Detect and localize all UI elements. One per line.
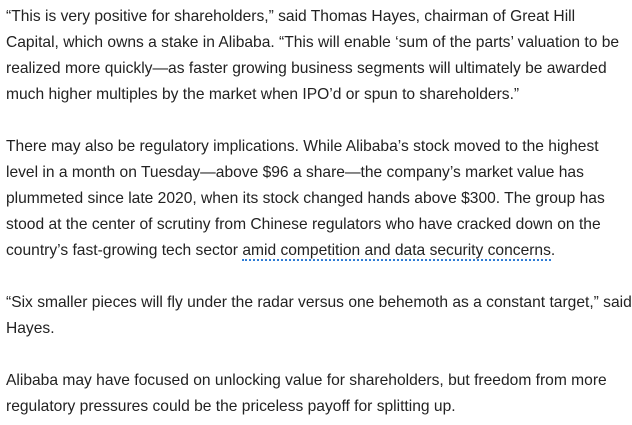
article-paragraph-3: “Six smaller pieces will fly under the r… — [6, 294, 632, 337]
paragraph-2-text-after-link: . — [550, 242, 556, 259]
article-paragraph-4: Alibaba may have focused on unlocking va… — [6, 372, 607, 415]
paragraph-2-text-before-link: There may also be regulatory implication… — [6, 138, 605, 259]
regulatory-concerns-link[interactable]: amid competition and data security conce… — [242, 242, 551, 261]
article-paragraph-2: There may also be regulatory implication… — [6, 134, 632, 264]
article-paragraph-1: “This is very positive for shareholders,… — [6, 8, 620, 103]
